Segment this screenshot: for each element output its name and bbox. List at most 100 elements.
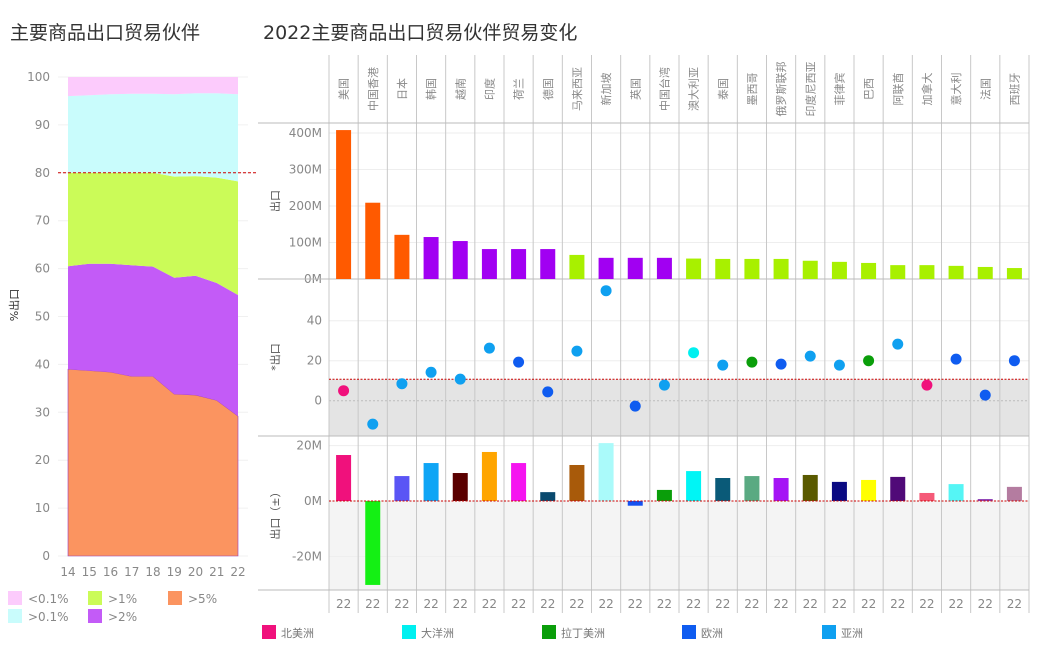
- column-header-韩国: 韩国: [424, 78, 438, 100]
- legend-label: 亚洲: [841, 627, 863, 640]
- y-tick-label: 40: [35, 357, 50, 371]
- column-header-巴西: 巴西: [863, 78, 876, 100]
- legend-label: 北美洲: [281, 627, 314, 640]
- legend-swatch: [262, 625, 276, 639]
- x-tick-label: 16: [103, 565, 118, 579]
- change-bar-日本: [394, 476, 410, 501]
- export-bar-德国: [540, 249, 556, 279]
- y-tick-label: 70: [35, 214, 50, 228]
- growth-dot-英国: [629, 400, 641, 412]
- y-tick-label: 400M: [289, 126, 322, 140]
- y-tick-label: 200M: [289, 199, 322, 213]
- export-bar-菲律宾: [831, 261, 847, 279]
- legend-swatch: [88, 609, 102, 623]
- column-header-意大利: 意大利: [949, 73, 963, 106]
- export-bar-韩国: [423, 237, 439, 279]
- legend-swatch: [88, 591, 102, 605]
- change-bar-美国: [336, 455, 352, 501]
- change-bar-泰国: [715, 478, 731, 501]
- export-bar-巴西: [861, 262, 877, 279]
- legend-label: >2%: [108, 610, 137, 624]
- x-tick-label: 15: [82, 565, 97, 579]
- growth-dot-中国香港: [367, 418, 379, 430]
- x-tick-label: 22: [744, 597, 759, 611]
- column-header-西班牙: 西班牙: [1008, 73, 1021, 106]
- change-bar-中国台湾: [656, 489, 672, 501]
- y-tick-label: 0M: [304, 494, 322, 508]
- column-header-马来西亚: 马来西亚: [571, 67, 584, 111]
- x-tick-label: 22: [715, 597, 730, 611]
- y-tick-label: 20M: [296, 439, 322, 453]
- growth-dot-新加坡: [600, 285, 612, 297]
- x-tick-label: 21: [209, 565, 224, 579]
- growth-dot-美国: [338, 385, 350, 397]
- export-bar-英国: [627, 257, 643, 279]
- legend-swatch: [822, 625, 836, 639]
- growth-dot-俄罗斯联邦: [775, 358, 787, 370]
- change-bar-墨西哥: [744, 476, 760, 501]
- column-header-墨西哥: 墨西哥: [746, 73, 759, 106]
- change-bar-印度尼西亚: [802, 474, 818, 501]
- change-bar-新加坡: [598, 443, 614, 501]
- x-tick-label: 22: [482, 597, 497, 611]
- column-header-日本: 日本: [395, 78, 409, 100]
- growth-dot-德国: [542, 386, 554, 398]
- export-bar-马来西亚: [569, 254, 585, 279]
- column-header-新加坡: 新加坡: [599, 73, 613, 106]
- change-bar-西班牙: [1006, 486, 1022, 501]
- export-bar-俄罗斯联邦: [773, 258, 789, 279]
- area->1%: [68, 172, 238, 295]
- x-tick-label: 22: [861, 597, 876, 611]
- y-axis-label: 出口: [268, 190, 282, 212]
- y-tick-label: 80: [35, 166, 50, 180]
- export-bar-墨西哥: [744, 258, 760, 279]
- export-bar-法国: [977, 266, 993, 279]
- x-tick-label: 22: [365, 597, 380, 611]
- column-header-荷兰: 荷兰: [513, 78, 526, 100]
- growth-dot-韩国: [425, 366, 437, 378]
- column-header-中国台湾: 中国台湾: [657, 67, 671, 111]
- column-header-澳大利亚: 澳大利亚: [687, 67, 701, 111]
- change-bar-阿联酋: [890, 476, 906, 501]
- x-tick-label: 22: [540, 597, 555, 611]
- y-tick-label: 90: [35, 118, 50, 132]
- y-tick-label: 0: [314, 394, 322, 408]
- column-header-菲律宾: 菲律宾: [832, 73, 846, 106]
- column-header-美国: 美国: [338, 78, 351, 100]
- x-tick-label: 22: [657, 597, 672, 611]
- x-tick-label: 20: [188, 565, 203, 579]
- x-tick-label: 22: [230, 565, 245, 579]
- column-header-俄罗斯联邦: 俄罗斯联邦: [775, 62, 788, 117]
- export-bar-中国香港: [365, 202, 381, 279]
- y-tick-label: 20: [35, 453, 50, 467]
- export-bar-日本: [394, 234, 410, 279]
- x-tick-label: 19: [167, 565, 182, 579]
- y-tick-label: 10: [35, 501, 50, 515]
- export-bar-印度: [481, 249, 497, 279]
- x-tick-label: 22: [598, 597, 613, 611]
- area->2%: [68, 263, 238, 417]
- y-tick-label: 30: [35, 405, 50, 419]
- x-tick-label: 22: [978, 597, 993, 611]
- right-chart-title: 2022主要商品出口贸易伙伴贸易变化: [263, 22, 578, 44]
- growth-dot-越南: [454, 373, 466, 385]
- export-bar-泰国: [715, 258, 731, 279]
- x-tick-label: 22: [628, 597, 643, 611]
- legend-swatch: [402, 625, 416, 639]
- growth-dot-西班牙: [1008, 355, 1020, 367]
- growth-dot-意大利: [950, 353, 962, 365]
- growth-dot-日本: [396, 378, 408, 390]
- growth-dot-澳大利亚: [688, 347, 700, 359]
- x-tick-label: 22: [1007, 597, 1022, 611]
- legend-label: 拉丁美洲: [561, 626, 605, 640]
- y-tick-label: 100M: [289, 236, 322, 250]
- export-bar-荷兰: [511, 249, 527, 279]
- growth-dot-巴西: [863, 355, 875, 367]
- change-bar-法国: [977, 499, 993, 501]
- x-tick-label: 18: [145, 565, 160, 579]
- y-axis-label: *出口: [268, 343, 282, 371]
- x-tick-label: 22: [336, 597, 351, 611]
- column-header-德国: 德国: [541, 78, 555, 100]
- column-header-印度尼西亚: 印度尼西亚: [803, 62, 817, 117]
